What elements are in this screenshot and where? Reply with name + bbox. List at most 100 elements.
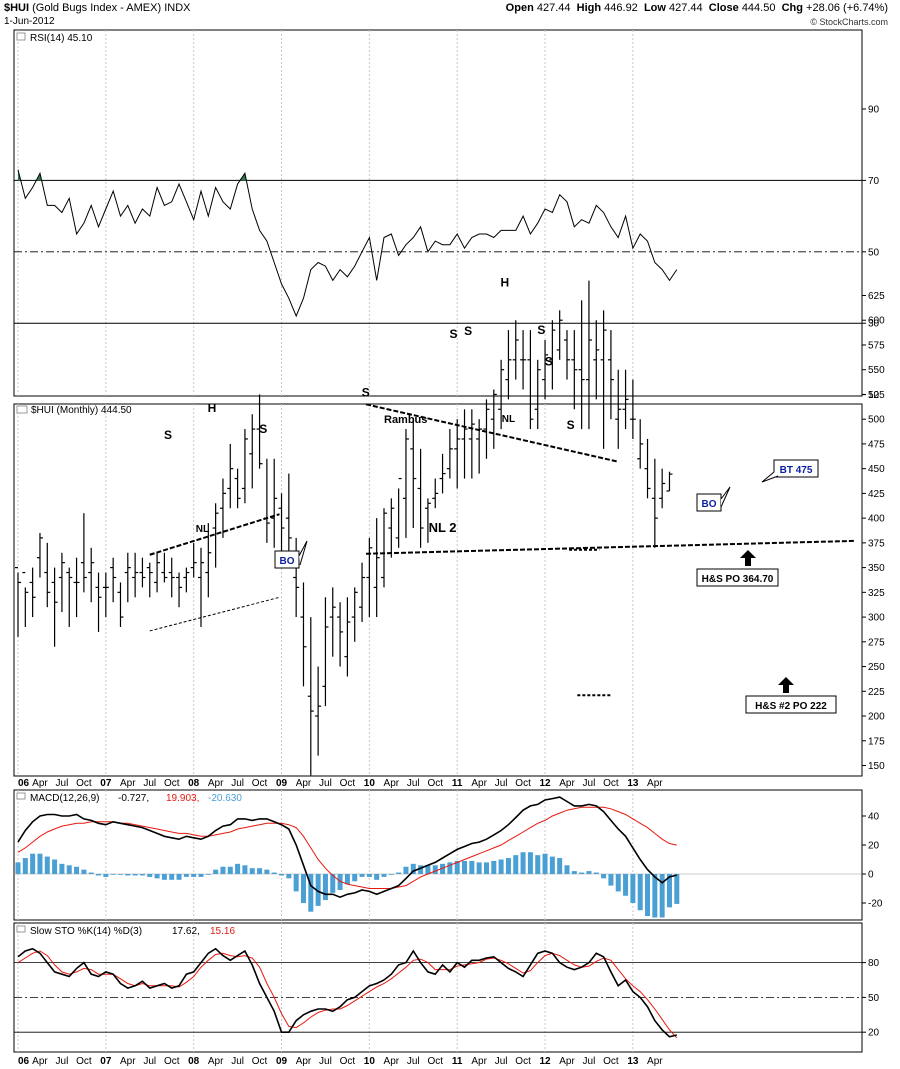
hs-po-callout-label: H&S PO 364.70	[702, 574, 774, 585]
price-x-tick-label: Apr	[647, 778, 663, 789]
macd-histogram-bar	[235, 863, 241, 874]
sto-y-tick-label: 50	[868, 993, 880, 1004]
macd-histogram-bar	[66, 865, 72, 874]
quote-summary: Open 427.44 High 446.92 Low 427.44 Close…	[506, 2, 888, 14]
bo-callout-1-box	[274, 550, 300, 569]
macd-histogram-bar	[30, 853, 36, 874]
price-x-tick-label: Apr	[471, 778, 487, 789]
price-y-tick-label: 300	[868, 613, 885, 624]
rsi-legend-box	[16, 32, 26, 41]
macd-histogram-bar	[549, 856, 555, 874]
price-y-tick-label: 625	[868, 291, 885, 302]
price-y-tick-label: 400	[868, 514, 885, 525]
macd-histogram-bar	[96, 874, 102, 876]
price-x-tick-label: 09	[276, 778, 288, 789]
price-x-tick-label: Oct	[164, 778, 180, 789]
macd-histogram-bar	[264, 869, 270, 874]
macd-histogram-bar	[520, 852, 526, 874]
pattern-shoulder-label: S	[537, 323, 545, 337]
price-y-tick-label: 150	[868, 761, 885, 772]
macd-histogram-bar	[337, 874, 343, 890]
bo-callout-2-pointer	[720, 486, 731, 508]
sto-x-tick-label: Apr	[120, 1056, 136, 1067]
exchange: INDX	[164, 2, 191, 14]
rsi-panel	[13, 29, 863, 397]
sto-x-tick-label: Jul	[495, 1056, 508, 1067]
sto-x-tick-label: 10	[364, 1056, 376, 1067]
price-x-tick-label: 12	[539, 778, 551, 789]
neckline-2-upper	[365, 403, 619, 463]
macd-histogram-bar	[601, 874, 607, 879]
macd-histogram-bar	[315, 874, 321, 906]
macd-histogram-bar	[513, 855, 519, 874]
macd-histogram-bar	[81, 869, 87, 874]
macd-histogram-bar	[249, 868, 255, 874]
sto-legend-k: 17.62,	[172, 926, 200, 937]
price-x-tick-label: Jul	[319, 778, 332, 789]
macd-histogram-bar	[462, 860, 468, 874]
sto-x-tick-label: Oct	[164, 1056, 180, 1067]
sto-legend-d: 15.16	[210, 926, 235, 937]
macd-histogram-bar	[286, 874, 292, 879]
price-y-tick-label: 375	[868, 538, 885, 549]
macd-histogram-bar	[15, 862, 21, 874]
low-value: 427.44	[669, 2, 703, 14]
macd-histogram-bar	[454, 860, 460, 874]
sto-x-tick-label: Apr	[384, 1056, 400, 1067]
macd-histogram-bar	[440, 863, 446, 874]
bt-callout-pointer	[761, 471, 779, 483]
macd-histogram-bar	[227, 866, 233, 874]
price-legend: $HUI (Monthly) 444.50	[31, 405, 132, 416]
open-value: 427.44	[536, 2, 571, 14]
price-y-tick-label: 225	[868, 687, 885, 698]
pattern-shoulder-label: S	[450, 327, 458, 341]
price-x-tick-label: 08	[188, 778, 200, 789]
macd-histogram-bar	[469, 860, 475, 874]
sto-k-line	[17, 947, 677, 1038]
price-y-tick-label: 450	[868, 464, 885, 475]
pattern-shoulder-label: S	[164, 428, 172, 442]
macd-histogram-bar	[169, 874, 175, 880]
macd-histogram-bar	[59, 863, 65, 874]
macd-histogram-bar	[125, 874, 131, 876]
macd-histogram-bar	[374, 874, 380, 880]
rsi-y-tick-label: 50	[868, 247, 880, 258]
close-value: 444.50	[741, 2, 776, 14]
macd-histogram-bar	[396, 872, 402, 874]
price-x-tick-label: Jul	[407, 778, 420, 789]
sto-x-tick-label: Jul	[231, 1056, 244, 1067]
chart-header-title: $HUI (Gold Bugs Index - AMEX) INDX	[4, 2, 190, 14]
bo-callout-1-label: BO	[280, 556, 295, 567]
macd-line	[17, 796, 677, 899]
macd-histogram-bar	[191, 874, 197, 877]
macd-y-tick-label: -20	[868, 899, 883, 910]
pattern-shoulder-label: S	[362, 385, 370, 399]
macd-histogram-bar	[579, 872, 585, 874]
macd-histogram-bar	[483, 862, 489, 874]
lower-trendline	[149, 596, 280, 632]
price-y-tick-label: 350	[868, 563, 885, 574]
sto-x-tick-label: Oct	[603, 1056, 619, 1067]
macd-histogram-bar	[432, 865, 438, 874]
neckline-2-lower	[366, 539, 855, 555]
sto-d-line	[17, 950, 678, 1039]
price-legend-box	[16, 405, 28, 414]
sto-x-tick-label: Jul	[583, 1056, 596, 1067]
sto-x-tick-label: 09	[276, 1056, 288, 1067]
macd-histogram-bar	[571, 871, 577, 874]
macd-histogram-bar	[344, 874, 350, 885]
macd-histogram-bar	[279, 874, 285, 876]
macd-histogram-bar	[242, 865, 248, 874]
macd-histogram-bar	[205, 874, 211, 875]
chg-label: Chg	[781, 2, 803, 14]
macd-histogram-bar	[637, 874, 643, 911]
price-panel	[13, 403, 863, 777]
rsi-y-tick-label: 10	[868, 390, 880, 401]
rsi-legend: RSI(14) 45.10	[30, 33, 93, 44]
sto-x-tick-label: 06	[18, 1056, 30, 1067]
price-x-tick-label: Oct	[340, 778, 356, 789]
macd-histogram-bar	[110, 874, 116, 875]
macd-legend-hist: -20.630	[208, 793, 242, 804]
sto-x-tick-label: Oct	[76, 1056, 92, 1067]
price-y-tick-label: 500	[868, 415, 885, 426]
